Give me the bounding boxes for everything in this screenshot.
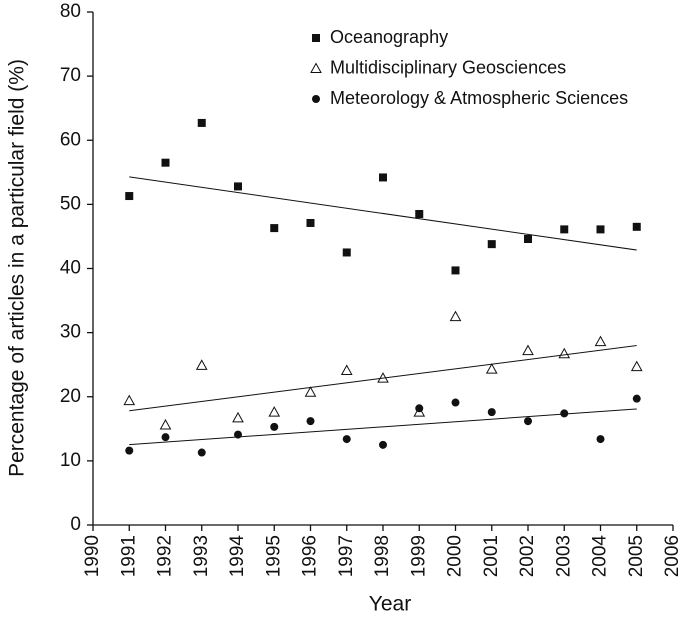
data-point xyxy=(161,158,170,167)
x-axis-label: Year xyxy=(369,593,411,616)
legend-marker xyxy=(312,34,320,42)
data-point xyxy=(522,344,534,356)
trend-line xyxy=(129,176,637,251)
x-tick-label: 1993 xyxy=(191,535,212,577)
data-point xyxy=(449,310,462,322)
y-tick-label: 70 xyxy=(60,65,81,86)
data-point xyxy=(451,266,460,275)
x-tick-label: 1991 xyxy=(118,535,139,577)
data-point xyxy=(270,422,279,431)
trend-line xyxy=(129,345,637,412)
data-point xyxy=(632,394,641,403)
data-point xyxy=(560,225,569,234)
x-tick-label: 1997 xyxy=(336,535,357,577)
data-point xyxy=(234,182,242,191)
x-tick-label: 1999 xyxy=(408,535,429,577)
data-point xyxy=(558,347,571,359)
data-point xyxy=(415,209,424,218)
x-tick-label: 2002 xyxy=(517,535,538,577)
data-point xyxy=(125,192,134,201)
x-tick-label: 2004 xyxy=(590,535,611,578)
y-tick-label: 60 xyxy=(60,129,81,150)
data-point xyxy=(342,435,351,444)
data-point xyxy=(340,364,353,375)
trend-line xyxy=(129,408,637,446)
data-point xyxy=(560,409,569,418)
data-point xyxy=(268,406,281,417)
data-point xyxy=(594,335,607,347)
legend-marker xyxy=(312,95,320,103)
data-point xyxy=(306,417,315,426)
data-point xyxy=(596,435,605,444)
data-point xyxy=(596,225,605,234)
data-point xyxy=(123,394,136,406)
data-point xyxy=(377,372,389,383)
x-tick-label: 2006 xyxy=(662,535,683,577)
data-point xyxy=(379,173,387,182)
x-tick-label: 2001 xyxy=(481,535,502,577)
data-point xyxy=(234,430,242,439)
data-point xyxy=(632,222,641,231)
data-point xyxy=(161,433,170,442)
x-tick-label: 1998 xyxy=(372,535,393,577)
data-point xyxy=(524,417,532,426)
data-point xyxy=(487,240,496,249)
data-point xyxy=(304,386,317,397)
x-tick-label: 1992 xyxy=(155,535,176,577)
y-tick-label: 40 xyxy=(60,258,81,279)
y-tick-label: 10 xyxy=(60,450,81,471)
data-point xyxy=(415,404,424,413)
x-tick-label: 1995 xyxy=(263,535,284,577)
x-tick-label: 2005 xyxy=(626,535,647,577)
x-tick-label: 1994 xyxy=(227,535,248,578)
data-point xyxy=(413,406,426,417)
data-point xyxy=(487,408,496,417)
data-point xyxy=(197,118,206,127)
data-point xyxy=(342,248,351,257)
data-point xyxy=(379,440,387,449)
data-point xyxy=(232,411,244,423)
data-point xyxy=(485,363,498,374)
legend-label: Oceanography xyxy=(330,27,448,47)
data-point xyxy=(630,360,643,372)
y-tick-label: 80 xyxy=(60,1,81,22)
x-tick-label: 1990 xyxy=(82,535,103,577)
y-tick-label: 0 xyxy=(70,514,81,535)
y-tick-label: 20 xyxy=(60,386,81,407)
y-tick-label: 50 xyxy=(60,193,81,214)
y-tick-label: 30 xyxy=(60,322,81,343)
x-tick-label: 1996 xyxy=(300,535,321,577)
x-tick-label: 2003 xyxy=(553,535,574,577)
legend-label: Multidisciplinary Geosciences xyxy=(330,57,566,77)
legend-marker xyxy=(310,62,322,73)
data-point xyxy=(306,218,315,227)
data-point xyxy=(524,235,532,244)
x-tick-label: 2000 xyxy=(445,535,466,577)
y-axis-label: Percentage of articles in a particular f… xyxy=(6,59,29,477)
data-point xyxy=(197,448,206,457)
legend-label: Meteorology & Atmospheric Sciences xyxy=(330,88,628,108)
data-point xyxy=(125,446,134,455)
data-point xyxy=(195,359,208,370)
data-point xyxy=(270,224,279,233)
data-point xyxy=(451,398,460,407)
data-point xyxy=(159,418,172,430)
